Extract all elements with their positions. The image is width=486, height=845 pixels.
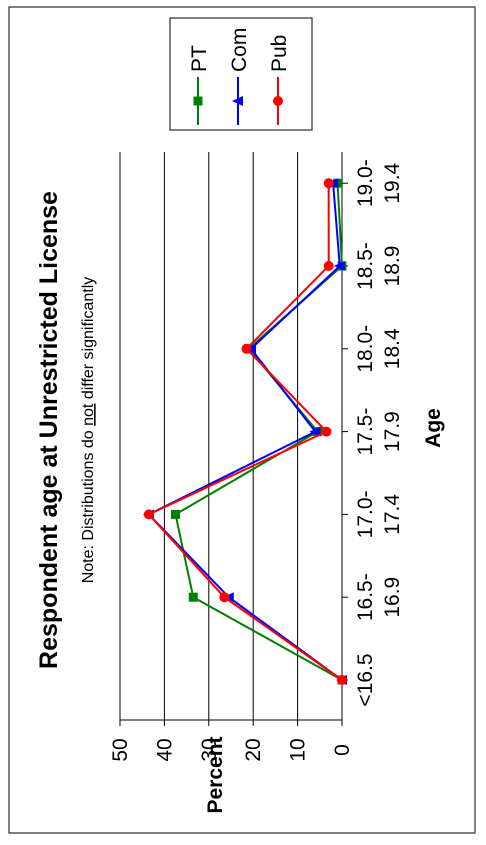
x-tick-label: 17.5-	[354, 408, 377, 456]
chart-title: Respondent age at Unrestricted License	[35, 191, 63, 669]
legend-label-com: Com	[228, 28, 251, 72]
data-point-pub	[219, 592, 230, 603]
note-prefix: Note: Distributions do	[80, 426, 97, 583]
y-tick-label: 50	[109, 738, 132, 761]
x-tick-label: 19.0-	[354, 159, 377, 207]
x-tick-label: <16.5	[354, 653, 377, 706]
data-point-pub	[241, 343, 252, 354]
legend-box	[169, 17, 313, 131]
x-tick-label: 17.9	[381, 411, 404, 452]
x-tick-label: 16.5-	[354, 573, 377, 621]
data-point-pub	[323, 178, 334, 189]
y-tick-label: 30	[198, 738, 221, 761]
y-tick-label: 10	[287, 738, 310, 761]
note-suffix: differ significantly	[80, 277, 97, 404]
data-point-com	[333, 261, 345, 271]
data-point-pub	[143, 509, 154, 520]
x-tick-label: 18.9	[381, 246, 404, 287]
x-tick-label: 17.0-	[354, 490, 377, 538]
data-point-pub	[321, 426, 332, 437]
legend-marker-pub	[273, 96, 283, 106]
chart-note: Note: Distributions do not differ signif…	[80, 277, 97, 584]
x-tick-label: 16.9	[381, 577, 404, 618]
y-axis-label: Percent	[204, 736, 227, 813]
outer-border	[8, 6, 476, 834]
data-point-com	[309, 426, 321, 437]
x-tick-label: 18.0-	[354, 325, 377, 373]
x-tick-label: 19.4	[381, 162, 404, 203]
x-tick-label: 17.4	[381, 494, 404, 535]
legend-label-pub: Pub	[268, 35, 291, 72]
legend-label-pt: PT	[188, 45, 211, 72]
y-tick-label: 0	[331, 744, 354, 756]
y-tick-label: 20	[242, 738, 265, 761]
data-point-pub	[323, 261, 334, 271]
legend-marker-pt	[193, 96, 203, 106]
data-point-pt	[171, 509, 180, 519]
x-tick-label: 18.5-	[354, 242, 377, 290]
legend: PT Com Pub	[169, 17, 313, 131]
data-point-pt	[188, 592, 198, 602]
x-tick-label: 18.4	[381, 328, 404, 369]
note-emphasis: not	[80, 403, 97, 426]
data-point-pub	[337, 675, 347, 685]
y-tick-label: 40	[153, 738, 176, 761]
x-axis-label: Age	[422, 408, 445, 448]
legend-marker-com	[232, 96, 243, 106]
